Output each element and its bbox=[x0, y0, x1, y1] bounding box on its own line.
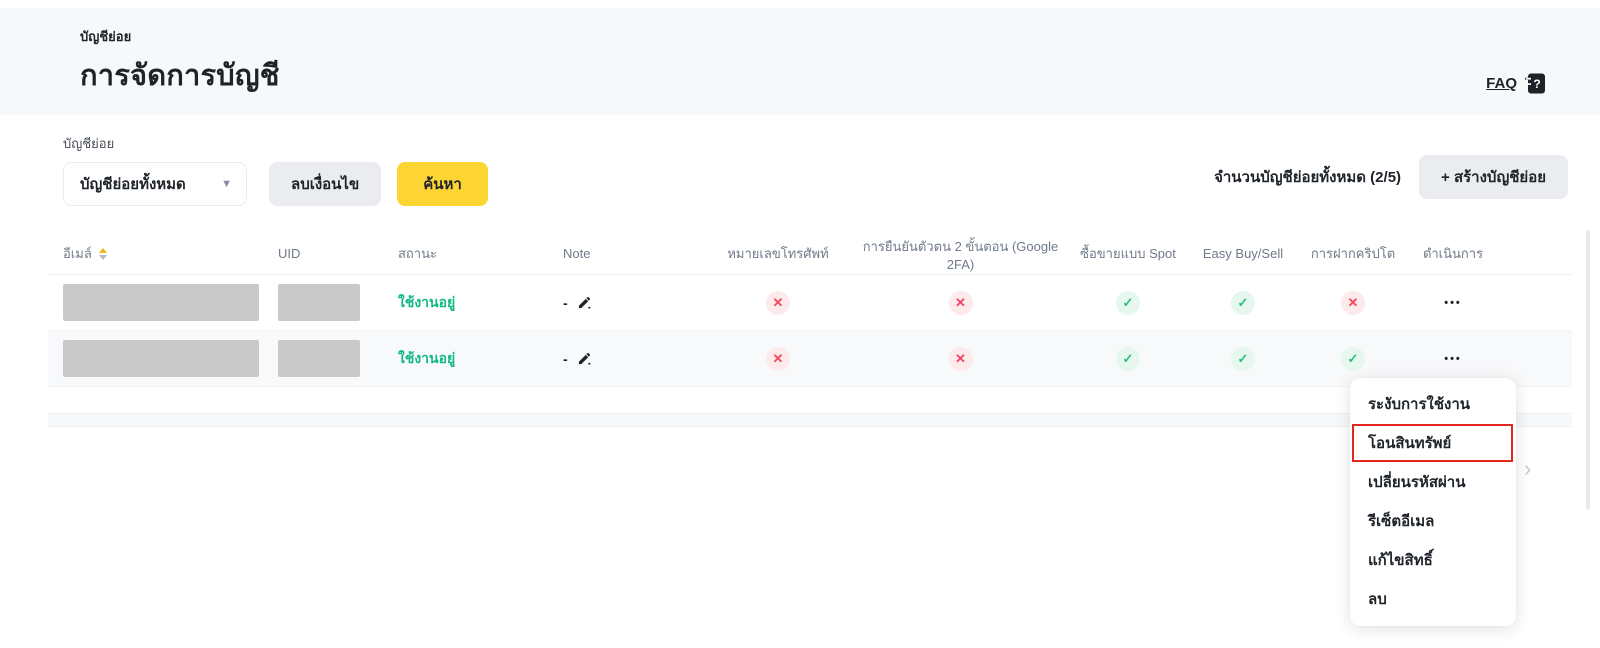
select-value: บัญชีย่อยทั้งหมด bbox=[80, 176, 186, 193]
filter-controls: บัญชีย่อยทั้งหมด ▼ ลบเงื่อนไข ค้นหา bbox=[63, 162, 1568, 206]
column-header-actions: ดำเนินการ bbox=[1422, 246, 1484, 261]
redacted-email bbox=[63, 284, 259, 321]
edit-note-icon[interactable] bbox=[577, 351, 592, 366]
vertical-scrollbar[interactable] bbox=[1586, 230, 1590, 510]
phone-flag-icon: ✕ bbox=[766, 346, 790, 371]
crypto-deposit-flag-icon: ✓ bbox=[1341, 346, 1365, 371]
spot-flag-icon: ✓ bbox=[1116, 290, 1140, 315]
breadcrumb: บัญชีย่อย bbox=[80, 28, 132, 44]
easy-buy-sell-flag-icon: ✓ bbox=[1231, 290, 1255, 315]
crypto-deposit-flag-icon: ✕ bbox=[1341, 290, 1365, 315]
subaccount-count-label: จำนวนบัญชีย่อยทั้งหมด (2/5) bbox=[1214, 169, 1402, 186]
redacted-uid bbox=[278, 284, 360, 321]
redacted-email bbox=[63, 340, 259, 377]
note-cell: - bbox=[563, 295, 703, 311]
subaccount-filter-select[interactable]: บัญชีย่อยทั้งหมด ▼ bbox=[63, 162, 247, 206]
column-header-2fa: การยืนยันตัวตน 2 ขั้นตอน (Google 2FA) bbox=[862, 238, 1059, 272]
menu-item-suspend[interactable]: ระงับการใช้งาน bbox=[1368, 396, 1471, 413]
menu-item-change-password[interactable]: เปลี่ยนรหัสผ่าน bbox=[1368, 474, 1466, 491]
column-header-email[interactable]: อีเมล์ bbox=[48, 243, 278, 264]
table-header-row: อีเมล์ UID สถานะ Note หมายเลขโทรศัพท์ กา… bbox=[48, 233, 1572, 275]
column-header-crypto-deposit: การฝากคริปโต bbox=[1310, 246, 1396, 261]
column-header-spot: ซื้อขายแบบ Spot bbox=[1080, 246, 1176, 261]
toolbar-right: จำนวนบัญชีย่อยทั้งหมด (2/5) + สร้างบัญชี… bbox=[1214, 155, 1568, 199]
2fa-flag-icon: ✕ bbox=[948, 346, 973, 371]
note-value: - bbox=[563, 294, 568, 311]
svg-text:?: ? bbox=[1533, 77, 1540, 91]
empty-table-row bbox=[48, 387, 1572, 414]
column-header-easy-buy-sell: Easy Buy/Sell bbox=[1202, 246, 1284, 261]
spot-flag-icon: ✓ bbox=[1116, 346, 1140, 371]
redacted-uid bbox=[278, 340, 360, 377]
table-row: ใช้งานอยู่ - ✕ ✕ ✓ ✓ ✕ ••• bbox=[48, 275, 1572, 331]
easy-buy-sell-flag-icon: ✓ bbox=[1231, 346, 1255, 371]
filter-label: บัญชีย่อย bbox=[63, 136, 115, 151]
row-actions-context-menu: ระงับการใช้งาน โอนสินทรัพย์ เปลี่ยนรหัสผ… bbox=[1350, 378, 1516, 626]
sort-icon[interactable] bbox=[98, 247, 107, 260]
clear-filters-button[interactable]: ลบเงื่อนไข bbox=[269, 162, 382, 206]
row-actions-menu-button[interactable]: ••• bbox=[1444, 352, 1462, 365]
2fa-flag-icon: ✕ bbox=[948, 290, 973, 315]
create-subaccount-button[interactable]: + สร้างบัญชีย่อย bbox=[1419, 155, 1568, 199]
column-header-status: สถานะ bbox=[398, 246, 437, 261]
menu-item-reset-email[interactable]: รีเซ็ตอีเมล bbox=[1368, 513, 1435, 530]
table-row: ใช้งานอยู่ - ✕ ✕ ✓ ✓ ✓ ••• bbox=[48, 331, 1572, 387]
column-header-uid: UID bbox=[278, 246, 301, 261]
status-badge: ใช้งานอยู่ bbox=[398, 293, 456, 310]
page-title: การจัดการบัญชี bbox=[80, 59, 280, 92]
page-header: บัญชีย่อย การจัดการบัญชี FAQ ? bbox=[0, 8, 1600, 115]
column-header-note: Note bbox=[563, 246, 591, 261]
column-header-phone: หมายเลขโทรศัพท์ bbox=[727, 246, 829, 261]
edit-note-icon[interactable] bbox=[577, 295, 592, 310]
header-text: บัญชีย่อย การจัดการบัญชี bbox=[0, 26, 280, 98]
faq-area: FAQ ? bbox=[1486, 72, 1547, 95]
status-badge: ใช้งานอยู่ bbox=[398, 349, 456, 366]
subaccount-table: อีเมล์ UID สถานะ Note หมายเลขโทรศัพท์ กา… bbox=[48, 233, 1572, 427]
empty-table-row bbox=[48, 414, 1572, 427]
faq-book-icon[interactable]: ? bbox=[1524, 72, 1547, 95]
search-button[interactable]: ค้นหา bbox=[397, 162, 488, 206]
pagination-next-icon[interactable]: › bbox=[1524, 456, 1532, 481]
chevron-down-icon: ▼ bbox=[221, 178, 232, 190]
row-actions-menu-button[interactable]: ••• bbox=[1444, 296, 1462, 309]
menu-item-edit-permissions[interactable]: แก้ไขสิทธิ์ bbox=[1368, 552, 1433, 569]
phone-flag-icon: ✕ bbox=[766, 290, 790, 315]
note-value: - bbox=[563, 350, 568, 367]
toolbar: บัญชีย่อย บัญชีย่อยทั้งหมด ▼ ลบเงื่อนไข … bbox=[63, 133, 1568, 206]
menu-item-transfer-assets[interactable]: โอนสินทรัพย์ bbox=[1350, 424, 1516, 463]
note-cell: - bbox=[563, 351, 703, 367]
menu-item-delete[interactable]: ลบ bbox=[1368, 591, 1387, 608]
faq-link[interactable]: FAQ bbox=[1486, 75, 1517, 92]
